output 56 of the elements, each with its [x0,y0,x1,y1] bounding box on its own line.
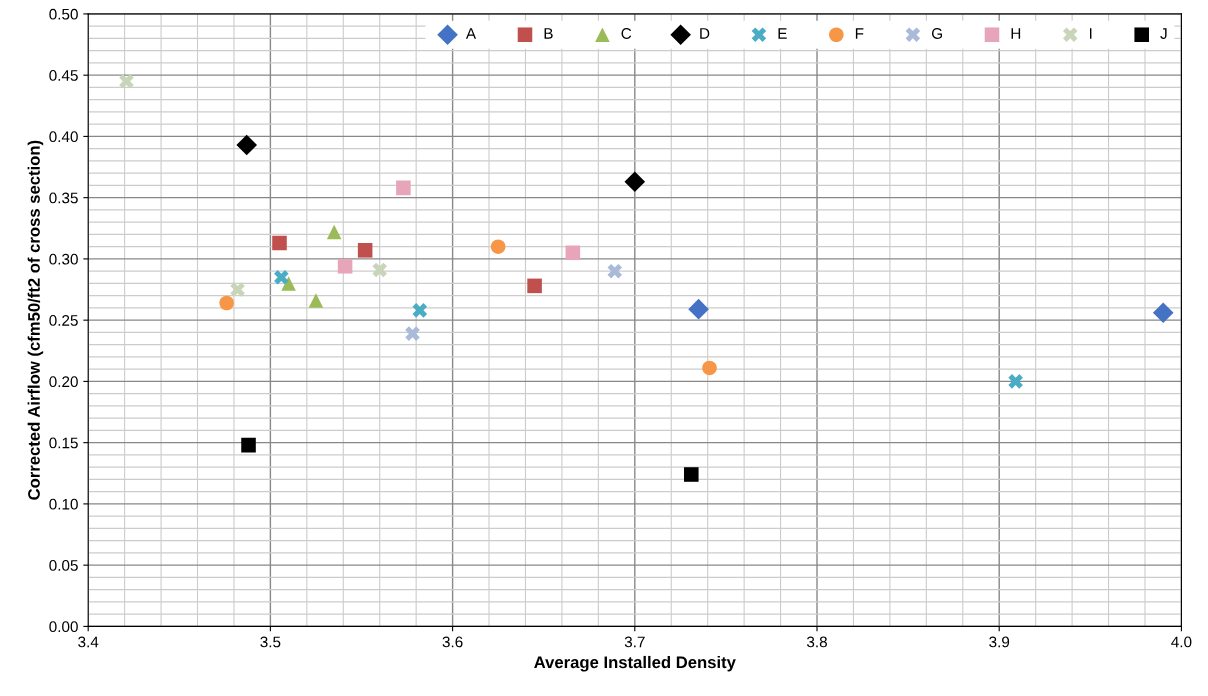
y-tick-label: 0.20 [49,376,78,388]
point [565,245,581,261]
point [241,437,256,453]
point [272,235,287,251]
legend-label: D [700,28,710,39]
point [308,293,324,308]
x-tick-label: 4.0 [1171,636,1192,648]
y-tick-label: 0.15 [49,437,78,449]
point [1008,374,1023,389]
y-tick-label: 0.45 [49,70,78,81]
point [624,171,646,193]
x-tick-label: 3.6 [442,636,463,648]
x-tick-label: 3.8 [806,636,827,648]
y-tick-label: 0.50 [49,8,78,20]
legend-label: C [621,28,632,39]
y-tick-label: 0.40 [49,131,78,143]
point [702,360,717,376]
y-axis-title: Corrected Airflow (cfm50/ft2 of cross section) [27,140,44,500]
point [281,276,296,291]
point [119,74,134,89]
x-tick-label: 3.4 [78,636,99,648]
x-tick-label: 3.5 [260,636,281,648]
y-tick-label: 0.35 [49,192,78,204]
point [412,303,428,318]
point [219,295,234,311]
point [236,134,257,156]
x-axis-title: Average Installed Density [534,655,736,672]
legend-label: I [1089,28,1092,39]
point [684,467,699,482]
point [607,263,623,279]
y-tick-label: 0.30 [49,253,78,265]
x-tick-label: 3.7 [624,636,645,648]
y-tick-label: 0.10 [49,498,78,510]
point [326,224,342,240]
legend-label: H [1011,28,1021,39]
legend-label: E [778,28,787,39]
point [688,298,709,320]
point [527,278,542,294]
legend-label: G [931,28,942,39]
point [357,243,373,258]
x-tick-label: 3.9 [989,636,1010,648]
y-tick-label: 0.05 [49,560,78,571]
legend-label: J [1160,28,1167,39]
point [396,180,411,196]
legend-label: B [544,28,553,39]
legend-label: A [465,28,477,39]
point [230,282,245,297]
point [372,262,387,278]
point [274,270,289,285]
point [405,326,420,341]
y-tick-label: 0.25 [49,315,78,326]
y-tick-label: 0.00 [49,621,78,633]
point [1152,302,1174,324]
legend-label: F [855,28,864,39]
point [490,239,506,254]
point [337,258,353,274]
